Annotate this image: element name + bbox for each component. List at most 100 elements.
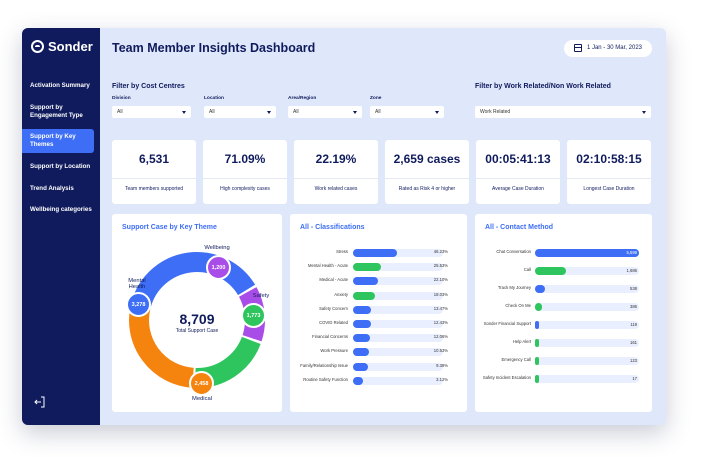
bar-row: COVID Related 12.43%	[290, 319, 467, 329]
bubble-mental-health: 3,278	[126, 292, 151, 317]
bar-label: Emergency Call	[501, 357, 531, 362]
sidebar-item-support-by-engagement-type[interactable]: Support by Engagement Type	[30, 103, 83, 119]
sonder-logo-icon	[31, 40, 44, 53]
bar-label: Mental Health - Acute	[307, 263, 348, 269]
location-value: All	[209, 109, 215, 115]
bar-track	[353, 263, 443, 272]
legend-wellbeing: Wellbeing	[204, 245, 230, 251]
bar	[353, 334, 371, 343]
bar-row: Safety Concern 13.47%	[290, 305, 467, 315]
bar-row: Anxiety 18.03%	[290, 291, 467, 301]
sidebar: Sonder Activation Summary Support by Eng…	[22, 28, 100, 425]
bar-row: Stress 46.23%	[290, 248, 467, 258]
bar-label: Anxiety	[334, 291, 348, 297]
divider	[112, 178, 196, 179]
zone-select[interactable]: All	[370, 106, 444, 118]
bar-label: Help Alert	[512, 339, 531, 344]
divider	[203, 178, 287, 179]
date-range-text: 1 Jan - 30 Mar, 2023	[586, 45, 642, 51]
bar-track	[535, 339, 639, 347]
bar	[353, 291, 376, 300]
bar-label: Sonder Financial Support	[483, 321, 531, 326]
key-theme-panel: Support Case by Key Theme 8,709 Total Su…	[112, 214, 282, 412]
filters-section: Filter by Cost Centres Filter by Work Re…	[100, 68, 666, 138]
bar-value: 123	[630, 358, 637, 363]
donut-total-value: 8,709	[179, 311, 215, 327]
chevron-down-icon	[435, 110, 439, 114]
area-region-label: Area/Region	[288, 96, 317, 101]
bar-value: 17	[632, 376, 637, 381]
donut-total-label: Total Support Case	[175, 328, 219, 334]
kpi-label: Longest Case Duration	[583, 186, 635, 192]
chevron-down-icon	[182, 110, 186, 114]
bar-value: 3.12%	[436, 376, 448, 382]
bar-track	[353, 376, 443, 385]
bar-track	[353, 348, 443, 357]
date-range-picker[interactable]: 1 Jan - 30 Mar, 2023	[563, 39, 652, 57]
bar	[353, 263, 381, 272]
bar-row: Routine Safety Function 3.12%	[290, 376, 467, 386]
location-select[interactable]: All	[204, 106, 276, 118]
main-content: Team Member Insights Dashboard 1 Jan - 3…	[100, 28, 666, 425]
kpi-value: 71.09%	[224, 152, 266, 166]
chevron-down-icon	[267, 110, 271, 114]
bar	[535, 357, 539, 365]
kpi-label: Team members supported	[124, 186, 184, 192]
logout-icon[interactable]	[34, 396, 46, 411]
bar	[353, 362, 369, 371]
bar-track	[535, 321, 639, 329]
sidebar-item-activation-summary[interactable]: Activation Summary	[30, 82, 90, 89]
kpi-label: Work related cases	[314, 186, 358, 192]
bar-row: Chat Conversation 5,599	[475, 248, 652, 258]
bar-value: 12.06%	[433, 334, 448, 340]
bar-row: Safety Incident Escalation 17	[475, 374, 652, 384]
cost-centres-filter-title: Filter by Cost Centres	[112, 83, 185, 90]
kpi-value: 6,531	[138, 152, 170, 166]
bar-label: Family/Relationship Issue	[300, 362, 348, 368]
bar-track	[535, 375, 639, 383]
bar	[535, 285, 545, 293]
logo-text: Sonder	[48, 39, 93, 54]
sidebar-item-trend-analysis[interactable]: Trend Analysis	[30, 184, 74, 192]
work-related-select[interactable]: Work Related	[475, 106, 651, 118]
bar	[535, 339, 539, 347]
legend-safety: Safety	[252, 293, 270, 299]
bar-row: Call 1,686	[475, 266, 652, 276]
bar-value: 1,686	[626, 268, 637, 273]
kpi-value: 02:10:58:15	[576, 152, 642, 166]
bar	[353, 305, 372, 314]
contact-method-panel: All - Contact Method Chat Conversation 5,…	[475, 214, 652, 412]
sidebar-item-wellbeing-categories[interactable]: Wellbeing categories	[30, 206, 92, 214]
bar-track	[535, 249, 639, 257]
calendar-icon	[573, 44, 582, 52]
kpi-card: 6,531 Team members supported	[112, 140, 196, 204]
bar-track	[353, 334, 443, 343]
division-select[interactable]: All	[112, 106, 191, 118]
chevron-down-icon	[642, 110, 646, 114]
bar	[353, 376, 364, 385]
bar-track	[353, 320, 443, 328]
division-value: All	[117, 109, 123, 115]
kpi-value: 2,659 cases	[393, 152, 461, 166]
bar-label: COVID Related	[319, 320, 348, 325]
divider	[385, 178, 469, 179]
bar-value: 13.47%	[433, 305, 448, 311]
bubble-medical: 2,458	[189, 371, 214, 396]
bar-label: Safety Concern	[319, 305, 348, 311]
kpi-label: Average Case Duration	[492, 186, 544, 192]
bar-track	[535, 285, 639, 293]
sidebar-item-support-by-location[interactable]: Support by Location	[30, 162, 91, 170]
bar-value: 10.53%	[433, 348, 448, 354]
bar-value: 119	[630, 322, 637, 327]
dashboard-window: Sonder Activation Summary Support by Eng…	[22, 28, 666, 425]
kpi-value: 22.19%	[315, 152, 357, 166]
bar-value: 9.38%	[436, 362, 448, 368]
bar-value: 18.03%	[433, 291, 448, 297]
area-region-select[interactable]: All	[288, 106, 362, 118]
sidebar-item-support-by-key-themes[interactable]: Support by Key Themes	[22, 129, 94, 153]
bar-track	[535, 303, 639, 311]
division-label: Division	[112, 96, 131, 101]
page-title: Team Member Insights Dashboard	[112, 41, 316, 55]
bar-label: Track My Journey	[497, 285, 531, 290]
bar-value: 46.23%	[433, 249, 448, 254]
